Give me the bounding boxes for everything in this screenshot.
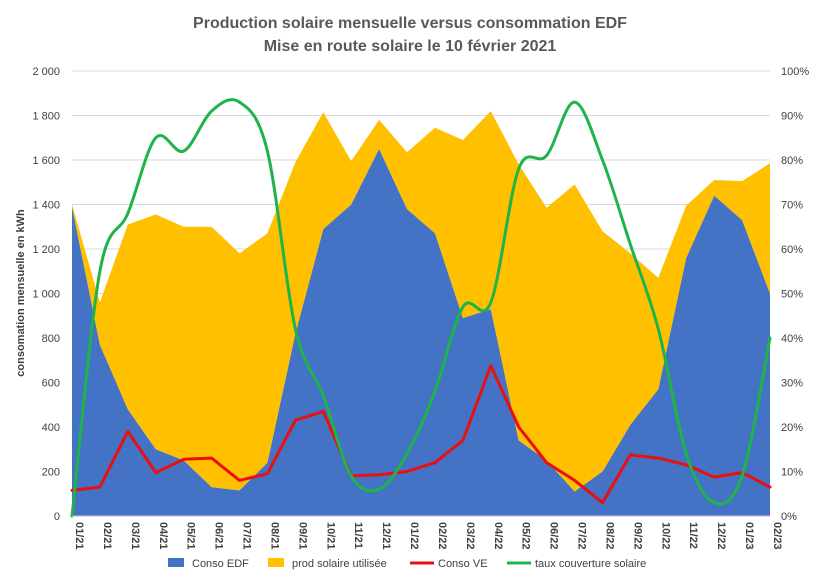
y2-tick-label: 50%	[781, 289, 803, 301]
x-tick-label: 11/21	[352, 522, 364, 549]
x-tick-label: 03/22	[464, 522, 476, 550]
y-tick-label: 0	[54, 511, 60, 523]
legend: Conso EDF prod solaire utilisée Conso VE ta…	[168, 558, 646, 570]
y-tick-label: 1 400	[32, 200, 60, 212]
x-tick-label: 07/22	[576, 522, 588, 550]
x-tick-label: 10/22	[659, 522, 671, 550]
x-tick-label: 12/22	[715, 522, 727, 550]
y2-tick-label: 100%	[781, 66, 809, 78]
y2-tick-label: 60%	[781, 244, 803, 256]
y-axis-label: consomation mensuelle en kWh	[15, 209, 27, 377]
y2-tick-label: 90%	[781, 111, 803, 123]
y-tick-label: 1 200	[32, 244, 60, 256]
line-series	[70, 98, 772, 518]
x-tick-label: 02/23	[771, 522, 783, 550]
axes: 0 200 400 600 800 1 000 1 200 1 400 1 600 1 800 2 …	[32, 66, 809, 550]
y-tick-label: 800	[42, 333, 60, 345]
x-tick-label: 11/22	[687, 522, 699, 549]
legend-swatch	[268, 558, 284, 567]
x-tick-label: 09/21	[296, 522, 308, 550]
legend-label: Conso EDF	[192, 558, 249, 570]
area-series-conso-edf	[72, 148, 770, 516]
x-tick-label: 12/21	[380, 522, 392, 550]
x-tick-label: 05/22	[520, 522, 532, 550]
y2-tick-label: 10%	[781, 467, 803, 479]
y2-tick-label: 80%	[781, 155, 803, 167]
x-tick-label: 01/23	[743, 522, 755, 550]
y2-tick-label: 70%	[781, 200, 803, 212]
legend-label: Conso VE	[438, 558, 488, 570]
area-series-prod-solaire-utilis-e	[72, 111, 770, 492]
x-tick-label: 06/21	[213, 522, 225, 550]
x-tick-label: 10/21	[324, 522, 336, 550]
x-tick-label: 06/22	[548, 522, 560, 550]
y-tick-label: 200	[42, 467, 60, 479]
y2-tick-label: 30%	[781, 378, 803, 390]
y2-tick-label: 0%	[781, 511, 797, 523]
x-tick-label: 04/21	[157, 522, 169, 550]
y-tick-label: 1 800	[32, 111, 60, 123]
x-tick-label: 04/22	[492, 522, 504, 550]
x-tick-label: 09/22	[631, 522, 643, 550]
x-tick-label: 02/22	[436, 522, 448, 550]
y-tick-label: 600	[42, 378, 60, 390]
y2-tick-label: 20%	[781, 422, 803, 434]
x-tick-label: 08/22	[604, 522, 616, 550]
y-tick-label: 400	[42, 422, 60, 434]
chart-title: Production solaire mensuelle versus cons…	[193, 15, 627, 32]
chart-subtitle: Mise en route solaire le 10 février 2021	[264, 38, 557, 55]
line-series-taux-couverture-solaire	[70, 98, 772, 518]
x-tick-label: 01/22	[408, 522, 420, 550]
line-series-conso-ve	[70, 364, 772, 505]
x-tick-label: 08/21	[268, 522, 280, 550]
legend-swatch	[168, 558, 184, 567]
y-tick-label: 1 600	[32, 155, 60, 167]
area-series	[72, 111, 770, 516]
y-tick-label: 1 000	[32, 289, 60, 301]
y-tick-label: 2 000	[32, 66, 60, 78]
x-tick-label: 07/21	[241, 522, 253, 550]
legend-label: prod solaire utilisée	[292, 558, 387, 570]
x-tick-label: 02/21	[101, 522, 113, 550]
y2-tick-label: 40%	[781, 333, 803, 345]
x-tick-label: 03/21	[129, 522, 141, 550]
x-tick-label: 05/21	[185, 522, 197, 550]
x-tick-label: 01/21	[73, 522, 85, 550]
legend-label: taux couverture solaire	[535, 558, 646, 570]
